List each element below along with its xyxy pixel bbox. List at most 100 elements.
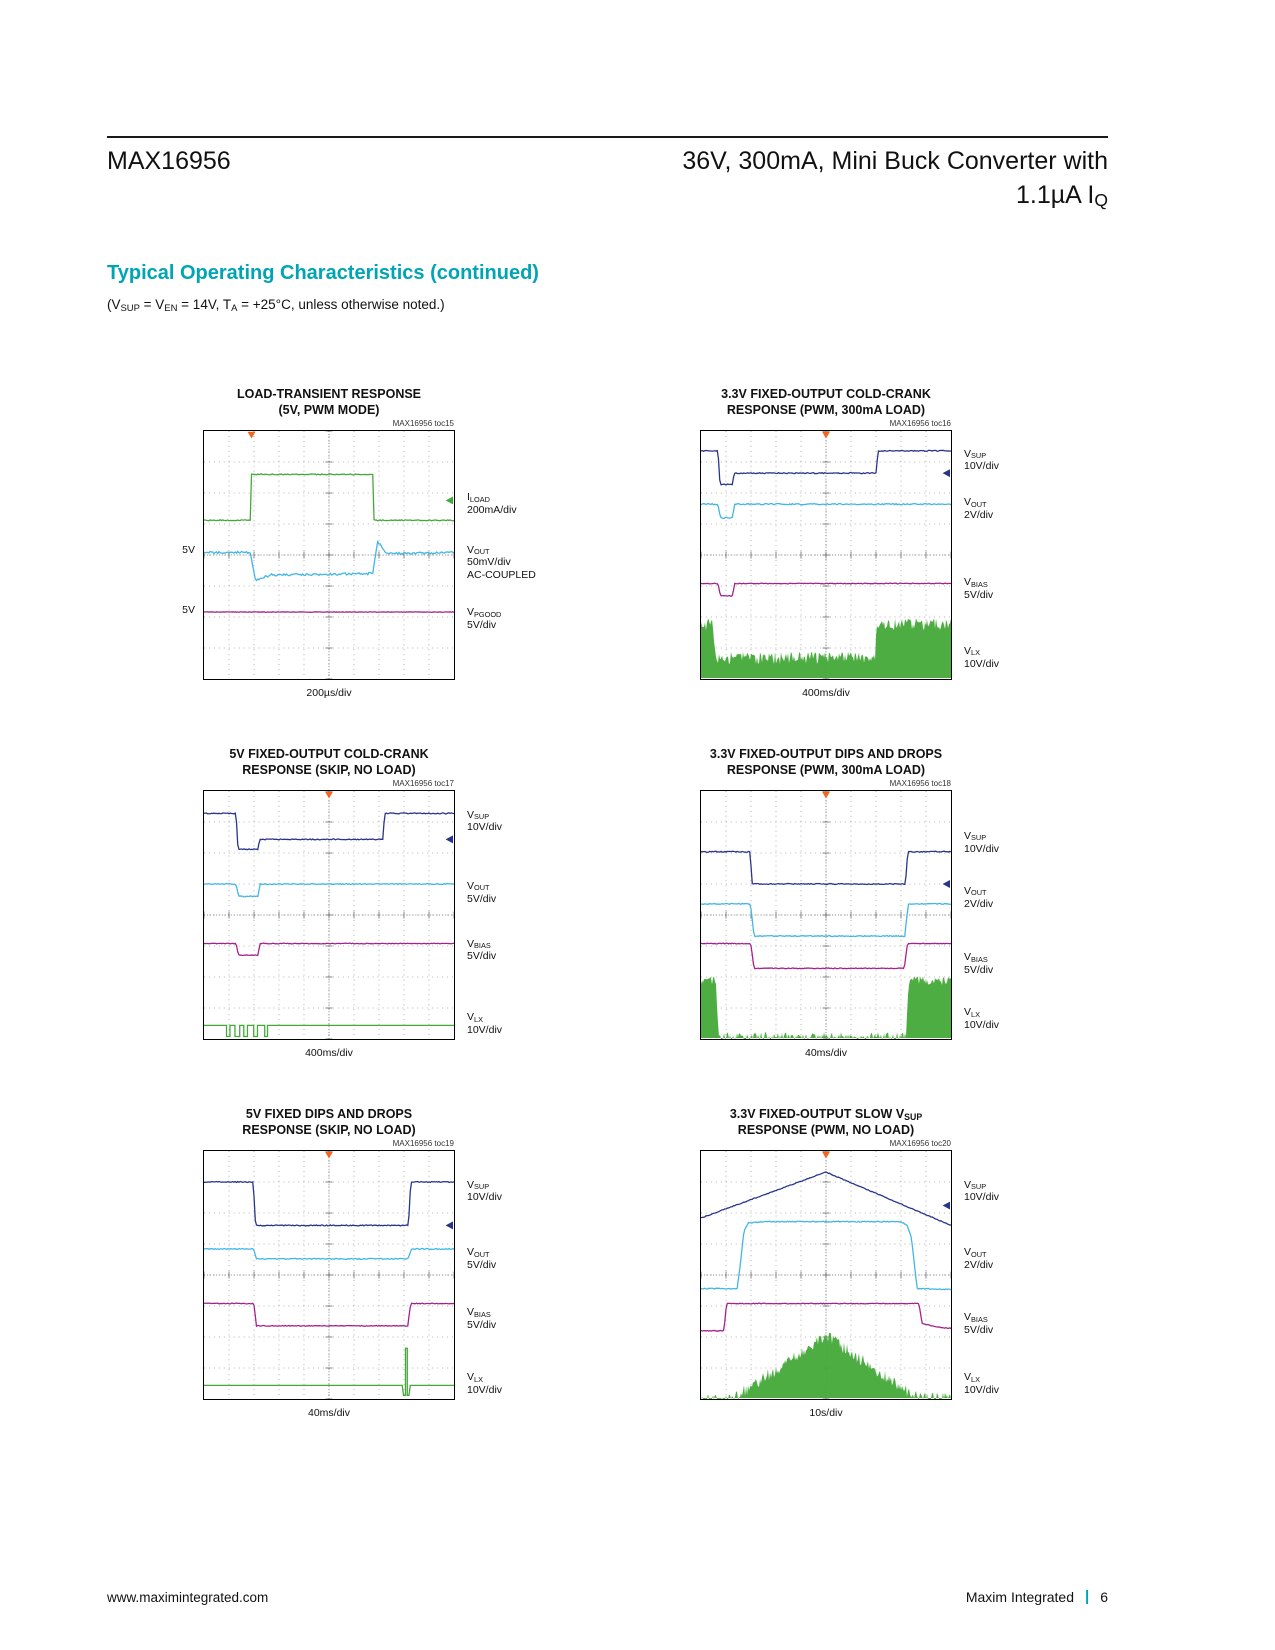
header-rule — [107, 136, 1108, 138]
channel-name: VPGOOD — [467, 606, 502, 619]
channel-label: VLX 10V/div — [467, 1371, 502, 1396]
scope-graticule — [203, 430, 455, 680]
channel-scale: 10V/div — [964, 1191, 1000, 1204]
figure-title-title2: RESPONSE (PWM, 300mA LOAD) — [726, 403, 926, 417]
figure-title: 3.3V FIXED-OUTPUT DIPS AND DROPS RESPONSE… — [710, 746, 942, 778]
channel-name: VBIAS — [964, 1311, 988, 1324]
figure-toc17: 5V FIXED-OUTPUT COLD-CRANK RESPONSE (SKIP… — [203, 747, 502, 1059]
figure-title: 5V FIXED DIPS AND DROPS RESPONSE (SKIP, N… — [242, 1106, 415, 1138]
channel-label: VLX 10V/div — [467, 1011, 502, 1036]
channel-scale: 10V/div — [467, 1191, 503, 1204]
channel-name: VOUT — [467, 880, 490, 893]
channel-label: VBIAS 5V/div — [964, 576, 993, 601]
scope-plot — [204, 431, 454, 679]
channel-name: VLX — [467, 1011, 483, 1024]
figure-toc-label: MAX16956 toc19 — [392, 1139, 454, 1148]
channel-label: VOUT 50mV/div AC-COUPLED — [467, 544, 536, 582]
footer-page-number: 6 — [1100, 1588, 1108, 1605]
axis-left-label: 5V — [182, 544, 195, 557]
figure-title: LOAD-TRANSIENT RESPONSE (5V, PWM MODE) — [237, 386, 421, 418]
trace-vout — [204, 882, 454, 898]
channel-label: VBIAS 5V/div — [964, 951, 993, 976]
channel-label: ILOAD 200mA/div — [467, 491, 517, 516]
timebase-label: 200µs/div — [306, 687, 352, 699]
channel-name: VLX — [964, 1371, 980, 1384]
channel-name: VSUP — [467, 808, 490, 822]
figure-toc20: 3.3V FIXED-OUTPUT SLOW VSUP RESPONSE (PWM… — [700, 1107, 999, 1419]
trace-vlx — [701, 618, 951, 679]
trace-vlx — [701, 1332, 951, 1399]
channel-label: VLX 10V/div — [964, 1006, 999, 1031]
channel-scale: 10V/div — [467, 821, 503, 834]
timebase-label: 400ms/div — [802, 687, 850, 699]
trace-vbias — [204, 1302, 454, 1328]
channel-scale: 2V/div — [964, 508, 994, 521]
trigger-marker — [822, 1151, 830, 1159]
channel-scale: 5V/div — [467, 892, 497, 905]
trigger-level-marker — [445, 1221, 454, 1230]
figure-toc-label: MAX16956 toc17 — [392, 779, 454, 788]
channel-name: VSUP — [964, 447, 987, 460]
trigger-level-marker — [942, 880, 951, 888]
scope-plot — [701, 791, 951, 1039]
trace-vout — [204, 539, 454, 582]
scope-plot — [701, 1151, 951, 1399]
channel-label: VOUT 2V/div — [964, 1246, 993, 1271]
figure-toc15: LOAD-TRANSIENT RESPONSE (5V, PWM MODE) MAX… — [182, 387, 536, 699]
channel-label: VLX 10V/div — [964, 645, 999, 670]
channel-scale: 5V/div — [964, 963, 994, 976]
channel-name: VBIAS — [467, 1306, 491, 1319]
channel-label: VOUT 5V/div — [467, 880, 496, 905]
channel-name: VOUT — [964, 885, 987, 898]
scope-graticule — [203, 1150, 455, 1400]
trigger-level-marker — [445, 496, 454, 505]
trigger-marker — [822, 791, 830, 799]
channel-scale: 10V/div — [964, 657, 1000, 670]
trigger-level-marker — [445, 835, 454, 844]
channel-label: VSUP 10V/div — [964, 830, 999, 855]
channel-name: VBIAS — [467, 937, 491, 950]
channel-scale: 10V/div — [467, 1023, 503, 1036]
channel-label: VSUP 10V/div — [467, 809, 502, 834]
channel-label: VSUP 10V/div — [964, 448, 999, 473]
trace-vsup — [204, 1180, 454, 1227]
figure-title-title2: RESPONSE (PWM, 300mA LOAD) — [726, 763, 926, 777]
scope-graticule — [700, 790, 952, 1040]
channel-label: VBIAS 5V/div — [467, 1306, 496, 1331]
trace-vout — [204, 1247, 454, 1261]
trace-vlx — [204, 1347, 454, 1396]
trigger-marker — [822, 431, 830, 439]
figure-toc-label: MAX16956 toc20 — [889, 1139, 951, 1148]
figure-title-title1: 5V FIXED DIPS AND DROPS — [245, 1107, 413, 1121]
channel-name: VLX — [964, 1006, 980, 1019]
channel-name: VBIAS — [964, 576, 988, 589]
scope-plot — [701, 431, 951, 679]
scope-graticule — [700, 1150, 952, 1400]
channel-scale: 10V/div — [467, 1383, 503, 1396]
figure-title: 5V FIXED-OUTPUT COLD-CRANK RESPONSE (SKIP… — [229, 746, 428, 778]
figure-toc18: 3.3V FIXED-OUTPUT DIPS AND DROPS RESPONSE… — [700, 747, 999, 1059]
channel-label: VSUP 10V/div — [964, 1179, 999, 1204]
channel-name: VOUT — [467, 543, 490, 557]
part-number: MAX16956 — [107, 147, 231, 175]
channel-scale: AC-COUPLED — [467, 568, 536, 581]
document-title-line2: 1.1µA IQ — [1016, 181, 1108, 211]
timebase-label: 400ms/div — [305, 1047, 353, 1059]
channel-label: VBIAS 5V/div — [467, 938, 496, 963]
channel-scale: 10V/div — [964, 460, 1000, 472]
trace-vbias — [204, 942, 454, 957]
channel-scale: 10V/div — [964, 842, 1000, 855]
trace-vbias — [701, 582, 951, 597]
channel-label: VOUT 5V/div — [467, 1246, 496, 1271]
trace-vsup — [701, 449, 951, 486]
timebase-label: 40ms/div — [307, 1407, 350, 1419]
figure-title-title2: RESPONSE (SKIP, NO LOAD) — [242, 1123, 416, 1137]
document-title: 36V, 300mA, Mini Buck Converter with 1.1… — [400, 144, 1108, 212]
channel-scale: 5V/div — [467, 1318, 497, 1331]
trace-vbias — [701, 1302, 951, 1332]
figure-title-title1: LOAD-TRANSIENT RESPONSE — [236, 387, 422, 401]
figure-toc-label: MAX16956 toc18 — [889, 779, 951, 788]
channel-label: VOUT 2V/div — [964, 885, 993, 910]
